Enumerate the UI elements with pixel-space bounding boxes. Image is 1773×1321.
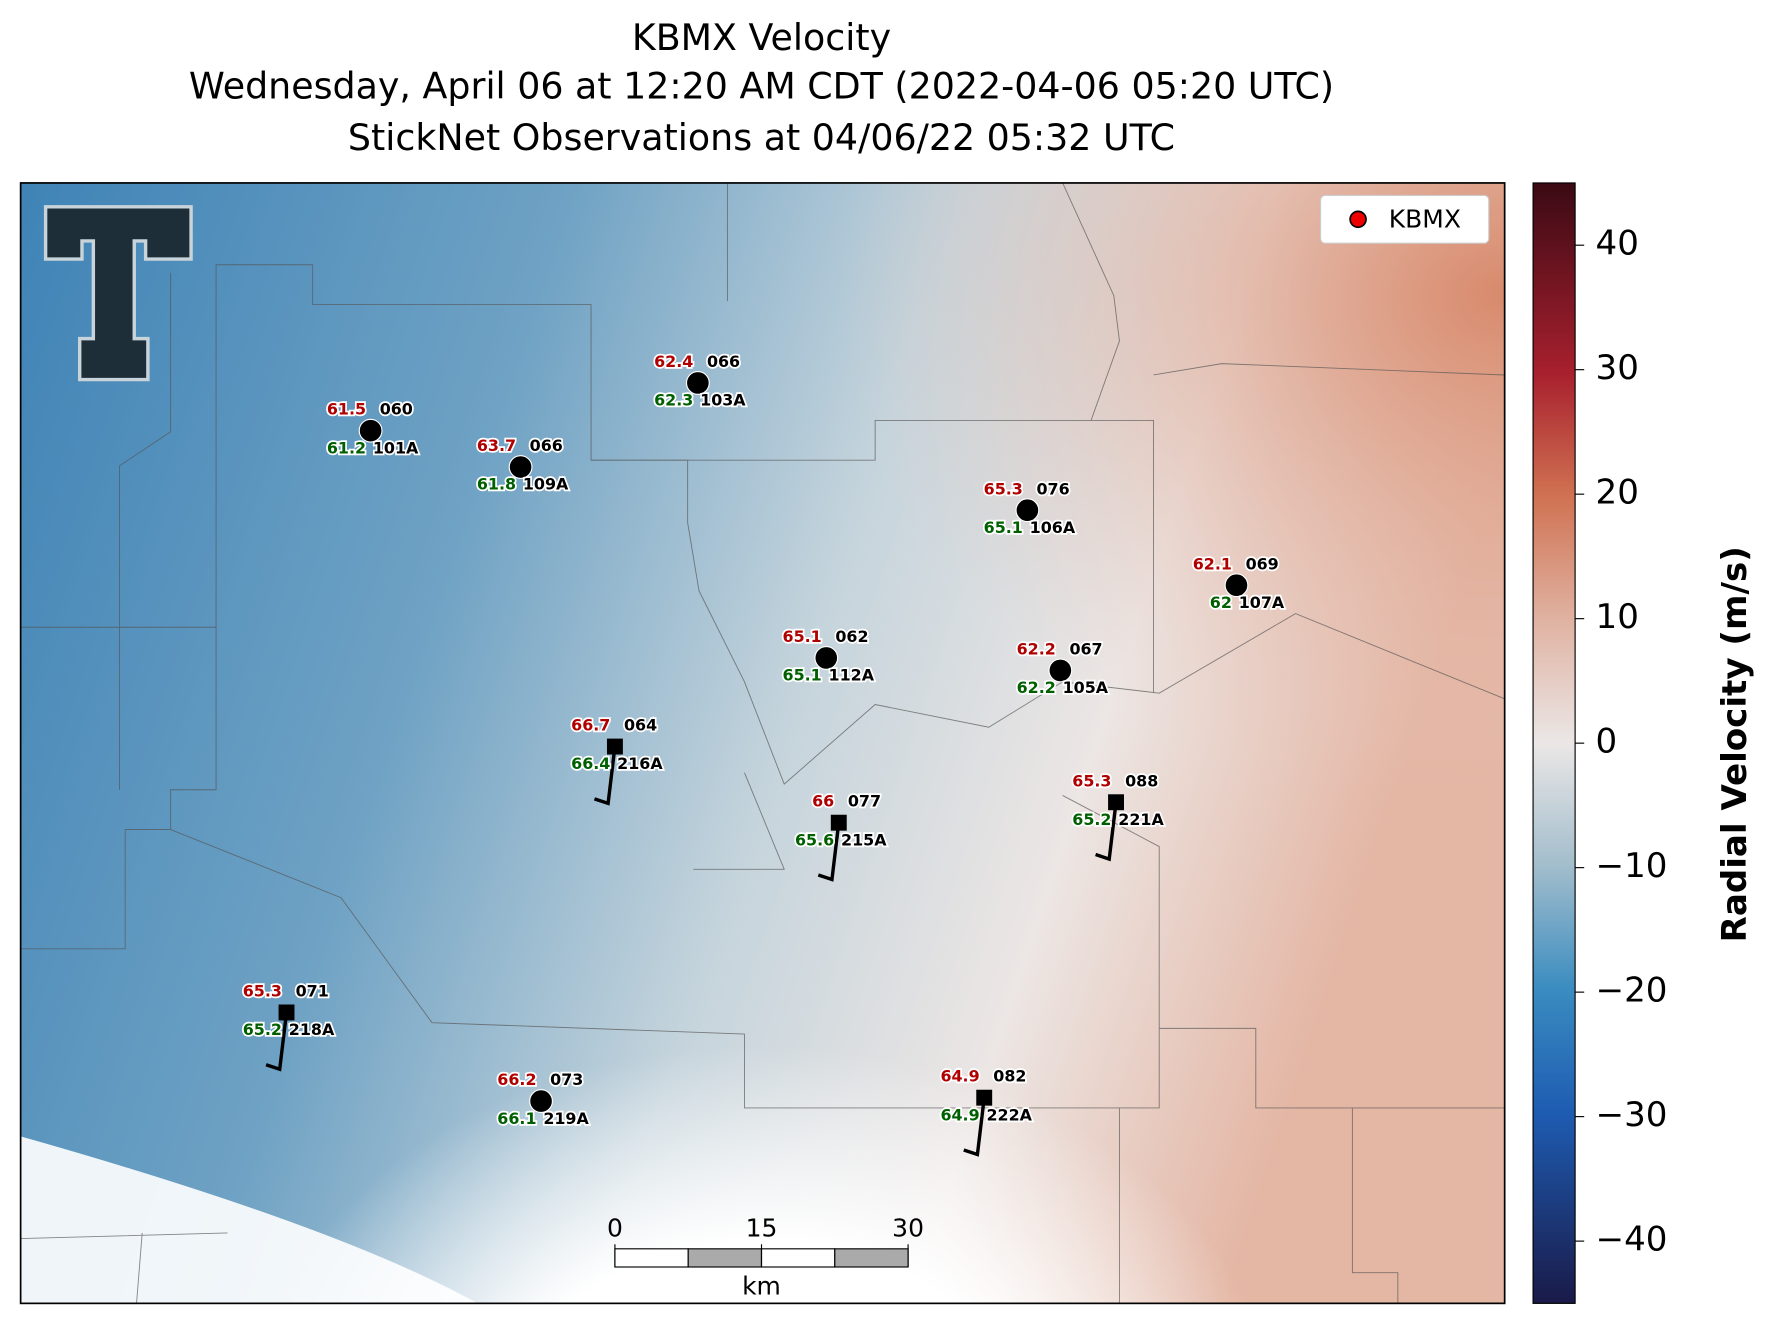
scalebar-segment	[614, 1248, 689, 1268]
station-code: 069	[1246, 554, 1279, 573]
temperature: 62.1	[1193, 554, 1232, 573]
station-code: 066	[530, 436, 563, 455]
temperature: 66	[812, 792, 834, 811]
legend: KBMX	[1320, 194, 1490, 244]
dewpoint: 65.1	[783, 666, 822, 685]
dewpoint: 64.9	[940, 1105, 979, 1124]
station-code: 071	[296, 982, 329, 1001]
title: KBMX Velocity	[632, 16, 891, 59]
station-marker	[814, 646, 839, 670]
station-id: 109A	[523, 475, 569, 494]
station-id: 112A	[829, 666, 875, 685]
dewpoint: 62.2	[1017, 678, 1056, 697]
station-marker	[358, 418, 383, 443]
radar-map	[20, 182, 1505, 1304]
temperature: 64.9	[940, 1067, 979, 1086]
dewpoint: 61.2	[327, 438, 366, 457]
temperature: 65.3	[984, 479, 1023, 498]
station-marker	[830, 814, 847, 831]
colorbar	[1532, 182, 1576, 1304]
dewpoint: 62.3	[654, 391, 693, 410]
temperature: 65.1	[783, 627, 822, 646]
station-marker	[1108, 794, 1124, 811]
temperature: 65.3	[243, 982, 282, 1001]
dewpoint: 65.2	[1072, 810, 1111, 829]
station-code: 062	[835, 627, 868, 646]
wind-barb	[1095, 802, 1118, 862]
temperature: 63.7	[477, 436, 516, 455]
scalebar: 0 15 30 km	[607, 1214, 924, 1301]
colorbar-label: Radial Velocity (m/s)	[1715, 546, 1755, 942]
station-id: 107A	[1239, 593, 1285, 612]
station-code: 088	[1125, 771, 1158, 790]
temperature: 62.2	[1017, 639, 1056, 658]
colorbar-tick-label: 0	[1596, 722, 1618, 762]
station-marker	[529, 1089, 553, 1114]
temperature: 62.4	[654, 352, 693, 371]
station-id: 103A	[700, 391, 746, 410]
wind-barb	[265, 1012, 289, 1072]
station-code: 066	[707, 352, 740, 371]
dewpoint: 66.4	[571, 754, 610, 773]
station-code: 077	[848, 792, 881, 811]
station-code: 060	[380, 400, 413, 419]
station-code: 082	[993, 1067, 1026, 1086]
dewpoint: 62	[1210, 593, 1232, 612]
station-id: 105A	[1063, 678, 1109, 697]
scalebar-label: 30	[892, 1214, 924, 1243]
station-id: 221A	[1118, 810, 1164, 829]
scalebar-label: 0	[607, 1214, 623, 1243]
station-id: 101A	[373, 438, 419, 457]
colorbar-tick-label: −20	[1596, 971, 1668, 1011]
scalebar-label: 15	[746, 1214, 778, 1243]
subtitle: Wednesday, April 06 at 12:20 AM CDT (202…	[189, 65, 1334, 108]
wind-barb	[817, 822, 841, 882]
dewpoint: 65.6	[795, 830, 834, 849]
subtitle: StickNet Observations at 04/06/22 05:32 …	[348, 116, 1175, 159]
station-marker	[685, 371, 710, 395]
colorbar-tick-label: −40	[1596, 1220, 1668, 1260]
station-marker	[1224, 573, 1249, 598]
colorbar-tick-label: −10	[1596, 846, 1668, 886]
map-frame	[19, 182, 1506, 1305]
dewpoint: 65.1	[984, 518, 1023, 537]
colorbar-tick-label: 10	[1596, 597, 1639, 637]
station-code: 076	[1036, 479, 1069, 498]
station-marker	[1015, 498, 1040, 523]
scalebar-segment	[687, 1248, 763, 1268]
colorbar-tick-label: −30	[1596, 1095, 1668, 1135]
station-id: 106A	[1030, 518, 1076, 537]
station-id: 218A	[289, 1020, 335, 1039]
scalebar-segment	[760, 1248, 836, 1268]
temperature: 66.7	[571, 716, 610, 735]
temperature: 65.3	[1072, 771, 1111, 790]
dewpoint: 66.1	[497, 1109, 536, 1128]
colorbar-tick-label: 20	[1596, 473, 1639, 513]
station-code: 073	[550, 1070, 583, 1089]
scalebar-unit: km	[742, 1271, 781, 1300]
temperature: 61.5	[327, 400, 366, 419]
colorbar-tick-label: 40	[1596, 224, 1639, 264]
wind-barb	[963, 1097, 986, 1157]
station-code: 067	[1069, 639, 1102, 658]
dewpoint: 65.2	[243, 1020, 282, 1039]
station-id: 219A	[543, 1109, 589, 1128]
legend-label: KBMX	[1389, 204, 1461, 233]
station-id: 215A	[841, 830, 887, 849]
temperature: 66.2	[497, 1070, 536, 1089]
scalebar-segment	[834, 1248, 909, 1268]
legend-marker	[1349, 210, 1367, 229]
dewpoint: 61.8	[477, 475, 516, 494]
wind-barb	[593, 746, 617, 806]
colorbar-tick-label: 30	[1596, 348, 1639, 388]
station-code: 064	[624, 716, 657, 735]
station-id: 222A	[986, 1105, 1032, 1124]
station-id: 216A	[617, 754, 663, 773]
station-marker	[508, 455, 533, 479]
logo	[43, 205, 193, 382]
station-marker	[1048, 658, 1073, 683]
